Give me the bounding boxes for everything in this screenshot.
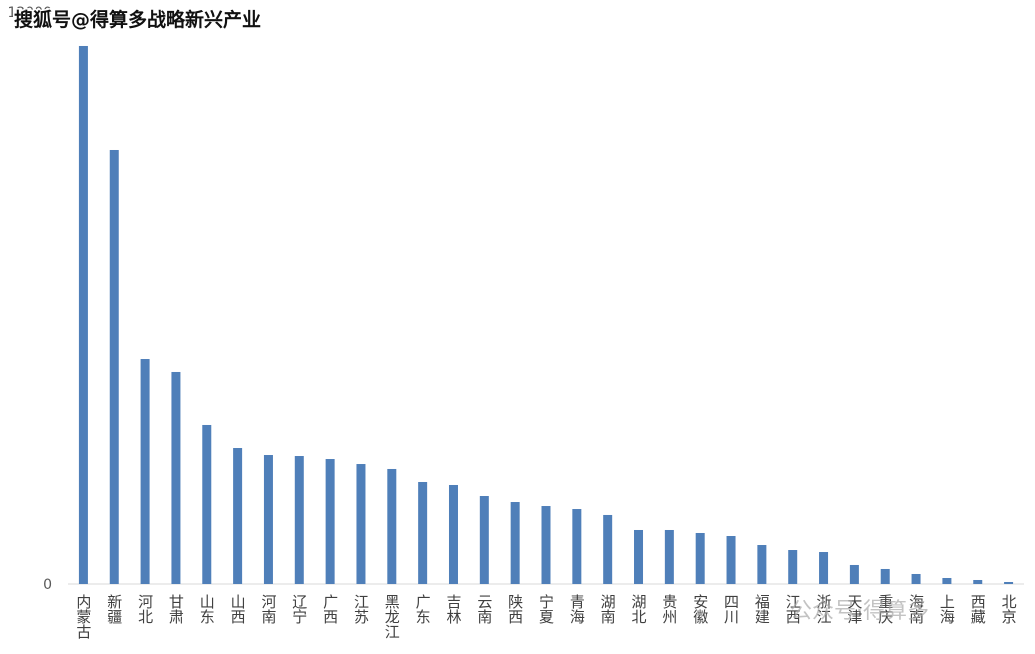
x-tick-label: 辽宁 [290,594,308,624]
bar [387,468,397,584]
bar [634,529,644,584]
bar [695,532,705,584]
x-tick-label: 内蒙古 [74,594,92,639]
x-tick-label: 四川 [722,594,740,624]
watermark: 搜狐号@得算多战略新兴产业 [14,8,261,31]
x-tick-label: 山西 [229,594,247,624]
bar [572,509,582,584]
bar [541,506,551,584]
x-tick-label: 青海 [568,594,586,624]
bar [880,568,890,584]
bar [418,481,428,584]
x-tick-label: 海南 [907,594,925,624]
bar [788,550,798,584]
bar [819,552,829,584]
x-tick-label: 广东 [414,594,432,624]
bar [202,424,212,584]
x-tick-label: 甘肃 [167,594,185,624]
bar [140,359,150,584]
bar [171,371,181,584]
x-tick-label: 新疆 [105,594,123,624]
bar [664,529,674,584]
x-tick-label: 浙江 [815,594,833,624]
x-tick-label: 河北 [136,594,154,624]
bar [510,502,520,584]
bar [356,464,366,584]
y-tick-label: 12000 [7,5,52,21]
x-tick-label: 安徽 [691,594,709,624]
bar [849,564,859,584]
bar [479,496,489,584]
bar [263,455,273,584]
x-tick-label: 陕西 [506,594,524,624]
x-tick-label: 江苏 [352,594,370,625]
bar [325,459,335,584]
x-tick-label: 黑龙江 [383,594,401,639]
bar [294,456,304,584]
x-tick-label: 上海 [938,594,956,624]
x-tick-label: 湖南 [599,594,617,624]
x-tick-label: 河南 [259,594,277,624]
x-tick-label: 西藏 [969,594,987,625]
bar [726,535,736,584]
bar [109,149,119,584]
x-tick-label: 云南 [475,594,493,624]
x-tick-label: 北京 [1000,594,1018,625]
x-tick-label: 山东 [198,594,216,624]
bar [233,448,243,584]
bar [603,514,613,584]
bar [1004,581,1014,584]
x-tick-label: 宁夏 [537,594,555,624]
x-tick-label: 重庆 [876,594,894,624]
bar [942,577,952,584]
x-tick-label: 吉林 [444,594,462,624]
y-tick-label: 0 [43,577,52,593]
x-tick-label: 天津 [845,594,863,624]
bar [973,579,983,584]
x-tick-label: 江西 [784,594,802,624]
bar [757,545,767,584]
x-tick-label: 贵州 [660,594,678,624]
bar [448,484,458,584]
x-tick-label: 广西 [321,594,339,624]
bar [911,573,921,584]
x-tick-label: 福建 [753,594,771,624]
bar [78,45,88,585]
watermark: 公众号·得算多 [790,599,929,624]
x-tick-label: 湖北 [630,594,648,624]
